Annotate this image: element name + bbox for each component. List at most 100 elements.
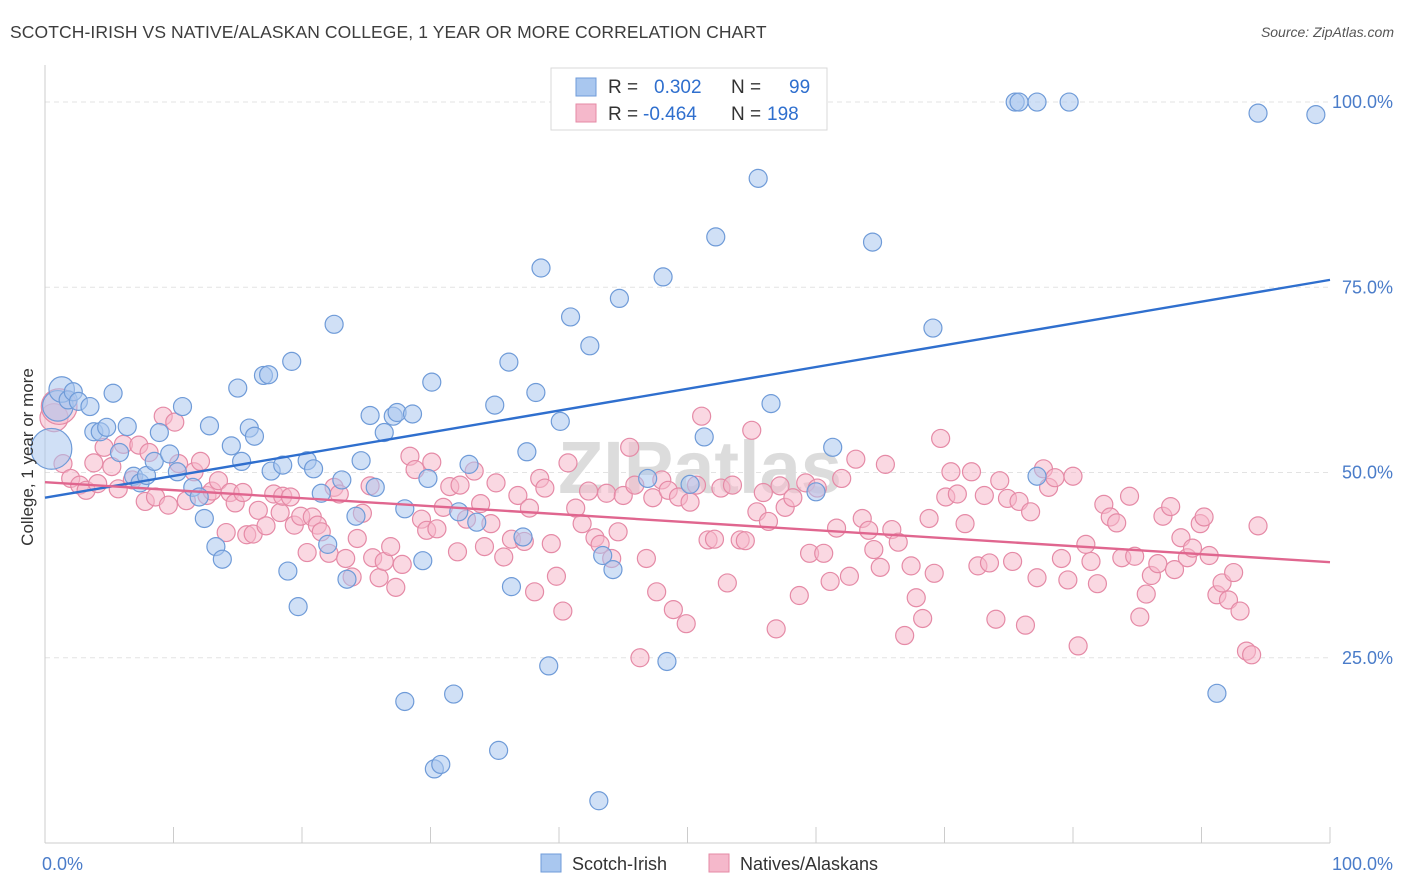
natives-point xyxy=(1058,570,1078,590)
scotch-irish-point xyxy=(288,597,308,617)
natives-point xyxy=(704,529,725,549)
scotch-irish-point xyxy=(167,462,187,482)
natives-point xyxy=(508,485,528,506)
natives-point xyxy=(270,502,290,523)
scotch-irish-point xyxy=(657,651,677,672)
scotch-irish-point xyxy=(303,459,324,479)
natives-point xyxy=(1045,468,1065,488)
legend-swatch-natives xyxy=(575,103,597,123)
trendline-natives xyxy=(44,480,1331,564)
natives-point xyxy=(839,566,860,586)
series-natives-alaskans xyxy=(39,388,1268,668)
natives-point xyxy=(680,492,700,512)
natives-point xyxy=(1218,590,1239,610)
natives-point xyxy=(165,412,185,432)
natives-point xyxy=(783,488,803,508)
natives-point xyxy=(381,537,401,557)
scotch-irish-point xyxy=(823,437,843,457)
scotch-irish-point xyxy=(422,372,442,392)
scotch-irish-point xyxy=(360,405,380,426)
correlation-legend: R = 0.302 N = 99 R = -0.464 N = 198 xyxy=(550,67,828,131)
natives-point xyxy=(336,548,356,569)
scotch-irish-point xyxy=(346,506,366,526)
scotch-irish-point xyxy=(282,351,302,371)
natives-point xyxy=(1027,568,1047,588)
legend-label-scotch-irish: Scotch-Irish xyxy=(572,854,667,874)
natives-point xyxy=(620,437,640,457)
scotch-irish-point xyxy=(923,318,943,338)
natives-point xyxy=(636,548,656,569)
natives-point xyxy=(546,566,567,586)
natives-point xyxy=(1194,507,1214,527)
scotch-irish-point xyxy=(706,227,726,247)
natives-point xyxy=(427,519,447,539)
natives-point xyxy=(1003,551,1023,572)
natives-point xyxy=(663,599,683,620)
legend-n-value-scotch: 99 xyxy=(789,77,810,98)
natives-point xyxy=(84,453,104,473)
natives-point xyxy=(392,554,412,575)
natives-point xyxy=(630,648,650,668)
natives-point xyxy=(1164,559,1185,580)
natives-point xyxy=(717,573,737,593)
natives-point xyxy=(888,532,908,552)
natives-point xyxy=(486,473,506,493)
scotch-irish-point xyxy=(449,502,469,522)
scotch-irish-point xyxy=(278,561,298,581)
scotch-irish-point xyxy=(97,417,117,437)
scotch-irish-point xyxy=(258,365,279,385)
scotch-irish-point xyxy=(103,383,123,403)
scotch-irish-point xyxy=(431,754,451,775)
natives-point xyxy=(924,563,944,583)
natives-point xyxy=(190,451,211,472)
natives-point xyxy=(864,539,884,560)
scotch-irish-point xyxy=(444,684,464,704)
natives-point xyxy=(1119,486,1140,506)
natives-point xyxy=(789,585,809,606)
scotch-irish-point xyxy=(244,426,265,446)
y-axis-title: College, 1 year or more xyxy=(18,368,37,546)
chart-title: SCOTCH-IRISH VS NATIVE/ALASKAN COLLEGE, … xyxy=(10,22,767,42)
scotch-irish-point xyxy=(593,545,613,566)
scotch-irish-point xyxy=(402,404,423,424)
scotch-irish-point xyxy=(117,416,137,437)
natives-point xyxy=(297,542,317,563)
natives-point xyxy=(1130,607,1150,627)
scotch-irish-point xyxy=(694,427,714,447)
natives-point xyxy=(208,471,229,491)
scotch-irish-point xyxy=(603,559,623,580)
scotch-irish-point xyxy=(748,168,768,188)
natives-point xyxy=(676,614,696,634)
natives-point xyxy=(647,582,667,602)
natives-point xyxy=(572,514,592,534)
natives-point xyxy=(596,483,617,503)
natives-point xyxy=(722,475,743,495)
scotch-irish-point xyxy=(1059,92,1079,112)
natives-point xyxy=(347,528,367,549)
natives-point xyxy=(742,420,762,440)
tick-labels: 25.0% 50.0% 75.0% 100.0% 0.0% 100.0% xyxy=(42,92,1393,874)
source-credit: Source: ZipAtlas.com xyxy=(1260,24,1394,40)
natives-point xyxy=(608,522,628,542)
scotch-irish-point xyxy=(30,427,73,470)
natives-point xyxy=(643,488,663,508)
natives-point xyxy=(955,514,975,534)
scotch-irish-point xyxy=(144,451,164,472)
legend-swatch-scotch-irish xyxy=(575,77,597,97)
natives-point xyxy=(826,518,847,538)
natives-point xyxy=(541,534,561,554)
legend-r-label: R = xyxy=(608,104,638,125)
y-tick-label: 100.0% xyxy=(1332,92,1393,112)
scotch-irish-point xyxy=(1248,103,1268,123)
legend-n-label: N = xyxy=(731,77,761,98)
scotch-irish-point xyxy=(311,483,331,503)
natives-point xyxy=(859,520,879,540)
legend-swatch-scotch-irish xyxy=(540,853,562,873)
scotch-irish-point xyxy=(365,477,385,497)
scotch-irish-point xyxy=(862,232,883,252)
natives-point xyxy=(931,428,951,449)
scotch-irish-point xyxy=(149,422,169,443)
natives-point xyxy=(233,482,253,503)
scotch-irish-point xyxy=(761,394,781,414)
scotch-irish-point xyxy=(550,411,570,431)
